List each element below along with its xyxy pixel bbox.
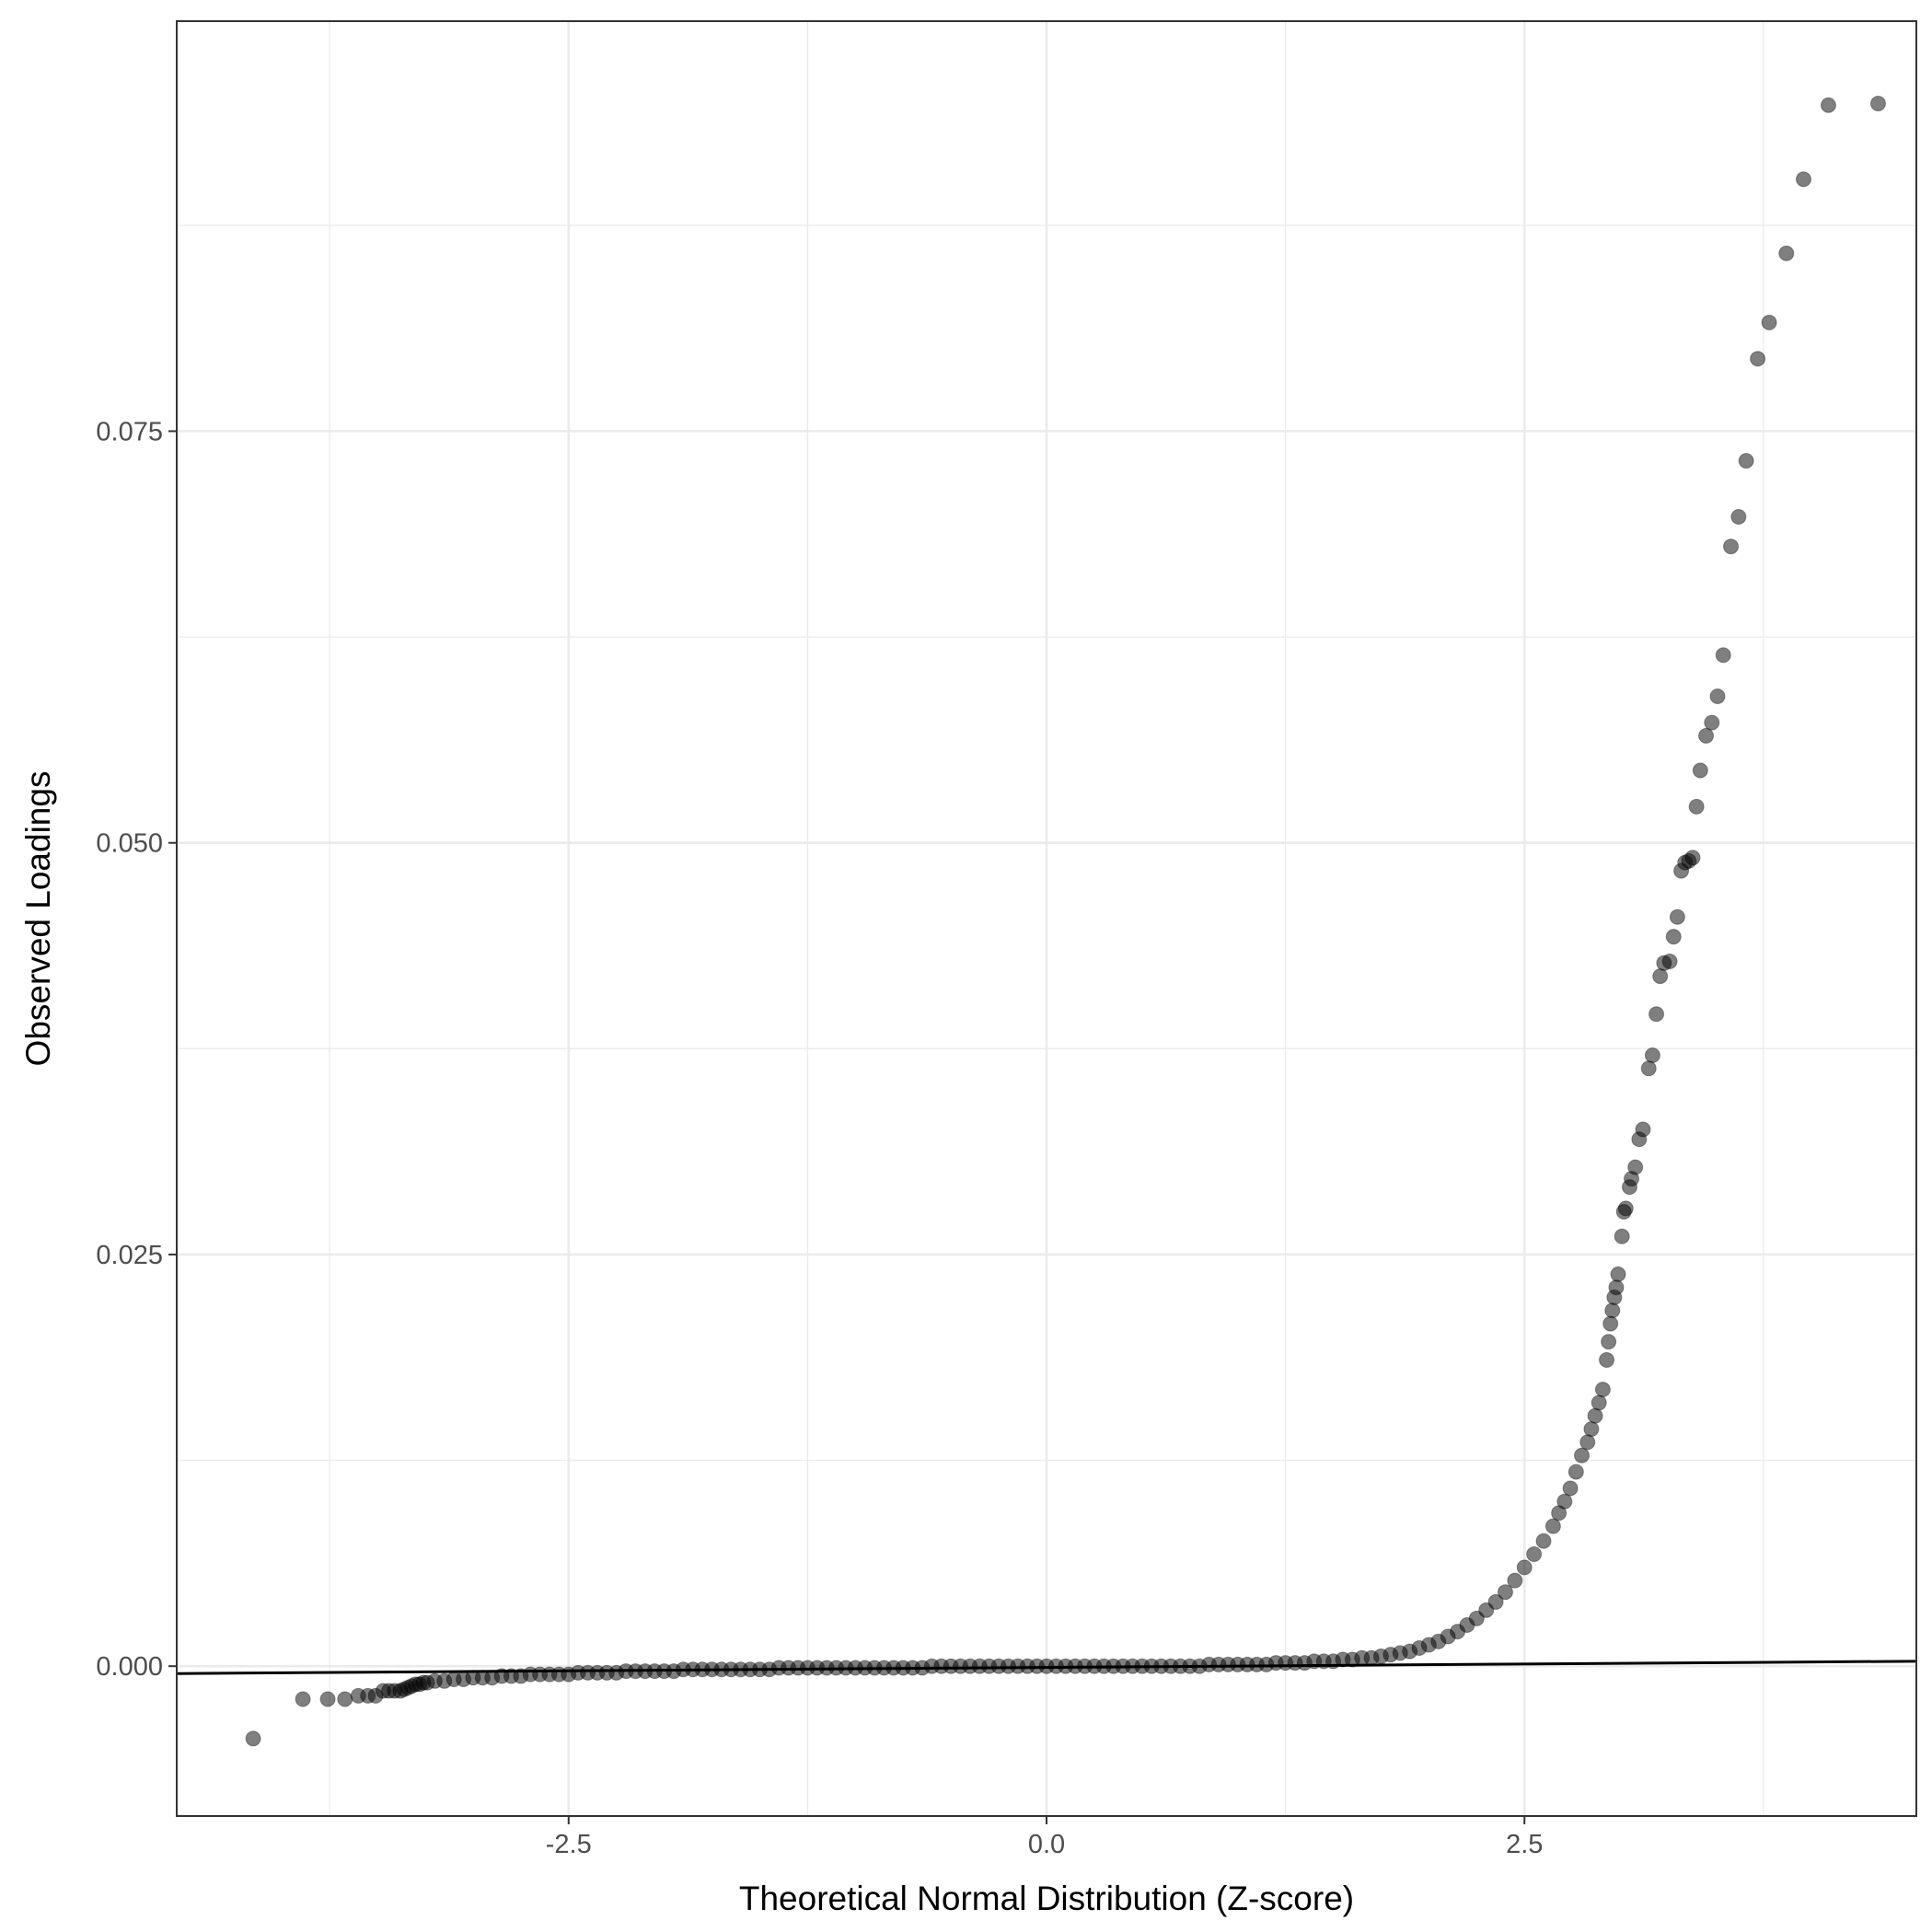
y-axis-title: Observed Loadings xyxy=(19,771,57,1067)
data-point xyxy=(1587,1407,1603,1424)
data-point xyxy=(1544,1518,1561,1534)
data-point xyxy=(1684,850,1701,866)
data-point xyxy=(1778,245,1795,261)
data-point xyxy=(1497,1584,1513,1601)
x-axis: -2.5 0.0 2.5 xyxy=(546,1816,1543,1859)
data-point xyxy=(1661,954,1678,970)
data-point xyxy=(1601,1334,1617,1350)
data-point xyxy=(1535,1533,1552,1549)
data-point xyxy=(1652,968,1669,985)
x-tick-label: 2.5 xyxy=(1506,1830,1543,1859)
y-tick-label: 0.000 xyxy=(96,1652,163,1682)
data-point xyxy=(1730,508,1747,525)
data-point xyxy=(337,1691,353,1707)
data-point xyxy=(1692,762,1708,779)
data-points xyxy=(245,95,1886,1747)
data-point xyxy=(1579,1434,1596,1451)
data-point xyxy=(1562,1480,1579,1497)
data-point xyxy=(1591,1394,1607,1411)
data-point xyxy=(1602,1315,1619,1332)
data-point xyxy=(1478,1602,1495,1618)
data-point xyxy=(1468,1610,1485,1626)
data-point xyxy=(1704,714,1720,731)
data-point xyxy=(1507,1572,1523,1589)
data-point xyxy=(245,1730,261,1747)
data-point xyxy=(1669,908,1685,925)
y-tick-label: 0.025 xyxy=(96,1241,163,1270)
data-point xyxy=(1526,1546,1543,1563)
data-point xyxy=(1568,1463,1584,1480)
x-axis-title: Theoretical Normal Distribution (Z-score… xyxy=(739,1880,1354,1917)
major-gridlines xyxy=(177,21,1916,1816)
data-point xyxy=(1688,798,1705,815)
data-point xyxy=(1820,97,1836,113)
x-tick-label: -2.5 xyxy=(546,1830,592,1859)
data-point xyxy=(1738,453,1754,469)
data-point xyxy=(1608,1279,1625,1296)
y-tick-label: 0.075 xyxy=(96,417,163,446)
data-point xyxy=(1795,171,1811,188)
data-point xyxy=(1750,351,1766,367)
data-point xyxy=(1709,688,1726,704)
data-point xyxy=(1869,95,1886,111)
data-point xyxy=(1761,314,1777,330)
data-point xyxy=(1640,1060,1657,1077)
y-axis: 0.000 0.025 0.050 0.075 xyxy=(96,417,177,1682)
data-point xyxy=(1487,1593,1504,1610)
data-point xyxy=(1715,647,1731,664)
data-point xyxy=(1698,727,1715,744)
data-point xyxy=(1516,1559,1533,1576)
data-point xyxy=(319,1691,336,1707)
data-point xyxy=(1649,1006,1665,1023)
data-point xyxy=(1599,1351,1615,1368)
data-point xyxy=(1594,1382,1611,1398)
y-tick-label: 0.050 xyxy=(96,829,163,859)
data-point xyxy=(1583,1421,1600,1438)
data-point xyxy=(1614,1228,1630,1244)
data-point xyxy=(1610,1266,1626,1282)
data-point xyxy=(1627,1159,1644,1175)
data-point xyxy=(1556,1493,1573,1510)
data-point xyxy=(295,1691,311,1707)
data-point xyxy=(1574,1447,1591,1463)
data-point xyxy=(1665,929,1682,945)
data-point xyxy=(1604,1302,1621,1319)
x-tick-label: 0.0 xyxy=(1028,1830,1065,1859)
data-point xyxy=(1635,1121,1651,1138)
data-point xyxy=(1644,1047,1660,1063)
data-point xyxy=(1617,1200,1634,1217)
data-point xyxy=(1723,538,1740,555)
